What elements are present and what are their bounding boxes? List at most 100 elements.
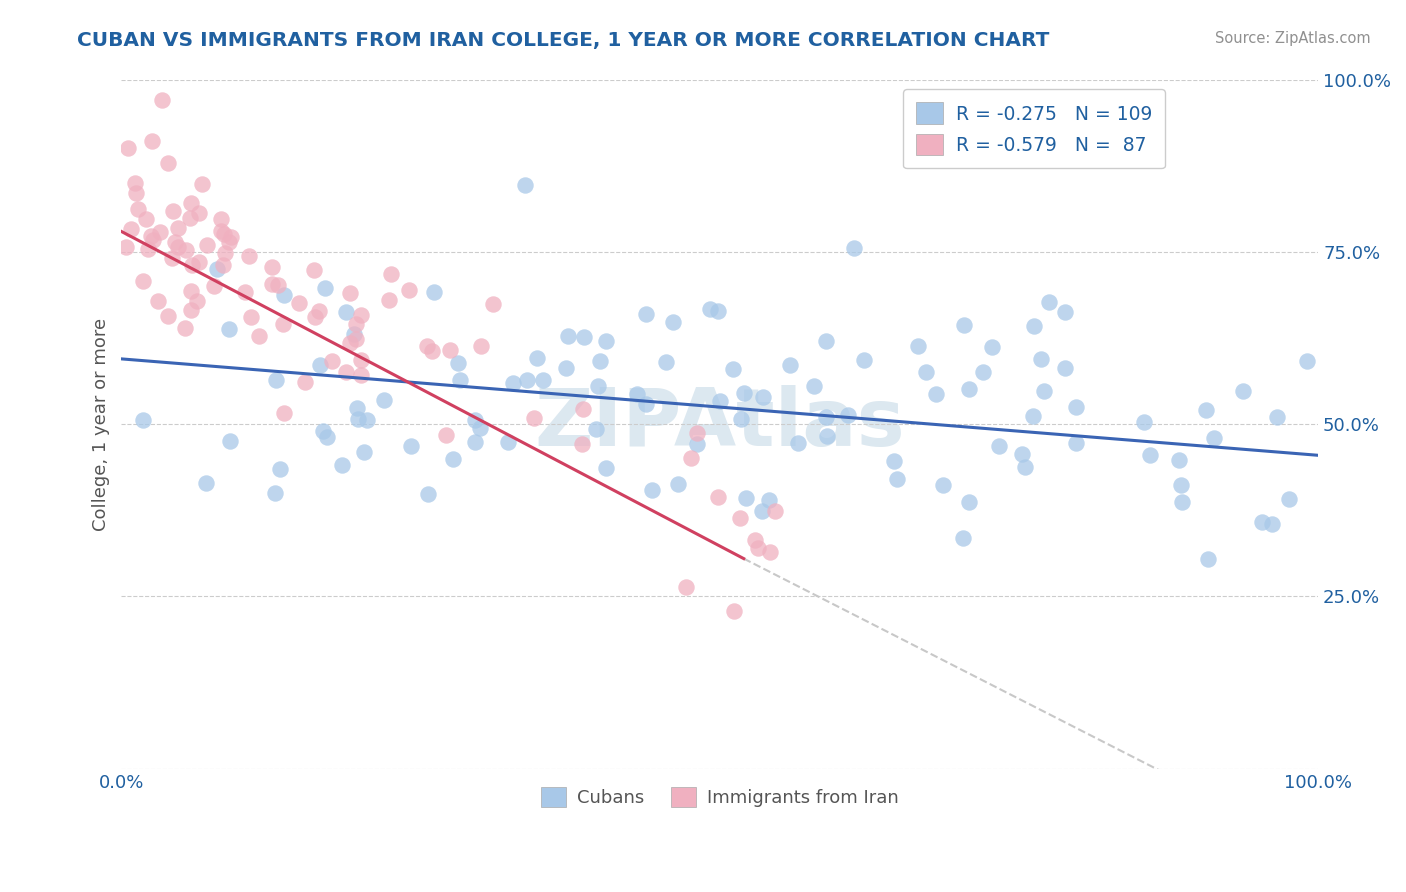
Point [150,93,173,107]
Point [380,267,402,281]
Point [294,375,316,389]
Point [218,235,240,249]
Point [447,356,470,370]
Point [149,225,172,239]
Point [321,353,343,368]
Point [572,402,595,417]
Point [179,211,201,226]
Point [513,178,536,193]
Point [531,373,554,387]
Point [335,305,357,319]
Text: CUBAN VS IMMIGRANTS FROM IRAN COLLEGE, 1 YEAR OR MORE CORRELATION CHART: CUBAN VS IMMIGRANTS FROM IRAN COLLEGE, 1… [77,31,1050,50]
Point [205,262,228,277]
Point [330,458,353,473]
Point [759,545,782,559]
Point [1011,447,1033,461]
Point [626,386,648,401]
Point [148,293,170,308]
Point [312,425,335,439]
Point [287,295,309,310]
Point [886,472,908,486]
Point [751,504,773,518]
Point [247,329,270,343]
Point [188,255,211,269]
Point [915,366,938,380]
Point [752,390,775,404]
Point [273,406,295,420]
Point [959,495,981,509]
Point [269,461,291,475]
Point [167,220,190,235]
Point [212,227,235,241]
Point [585,422,607,436]
Point [267,277,290,292]
Point [131,274,153,288]
Point [883,454,905,468]
Point [595,460,617,475]
Point [981,340,1004,354]
Point [125,186,148,200]
Point [219,230,242,244]
Point [1197,552,1219,566]
Point [356,413,378,427]
Point [439,343,461,358]
Point [344,317,367,331]
Point [1014,460,1036,475]
Point [735,491,758,505]
Point [707,491,730,505]
Point [1170,477,1192,491]
Point [1267,409,1289,424]
Point [666,477,689,491]
Point [502,376,524,390]
Point [1053,304,1076,318]
Point [953,318,976,332]
Point [174,243,197,257]
Point [335,365,357,379]
Point [308,304,330,318]
Point [1033,384,1056,398]
Point [1066,400,1088,414]
Point [273,288,295,302]
Text: ZIPAtlas: ZIPAtlas [534,385,905,463]
Point [271,317,294,331]
Point [468,421,491,435]
Point [263,486,285,500]
Point [157,310,180,324]
Point [675,580,697,594]
Point [136,242,159,256]
Point [434,428,457,442]
Point [709,394,731,409]
Point [1022,318,1045,333]
Point [1133,415,1156,429]
Point [262,260,284,274]
Point [730,412,752,426]
Point [464,413,486,427]
Point [346,401,368,416]
Point [315,430,337,444]
Point [681,450,703,465]
Point [1168,453,1191,467]
Point [420,343,443,358]
Point [987,439,1010,453]
Point [815,429,838,443]
Point [1038,294,1060,309]
Y-axis label: College, 1 year or more: College, 1 year or more [93,318,110,531]
Point [482,297,505,311]
Point [353,445,375,459]
Point [685,436,707,450]
Point [574,330,596,344]
Point [139,229,162,244]
Text: Source: ZipAtlas.com: Source: ZipAtlas.com [1215,31,1371,46]
Point [763,504,786,518]
Point [423,285,446,300]
Point [747,541,769,556]
Point [723,604,745,618]
Point [853,353,876,368]
Point [209,224,232,238]
Point [972,365,994,379]
Point [1022,409,1045,423]
Point [132,413,155,427]
Point [343,326,366,341]
Point [1064,436,1087,450]
Point [1295,354,1317,368]
